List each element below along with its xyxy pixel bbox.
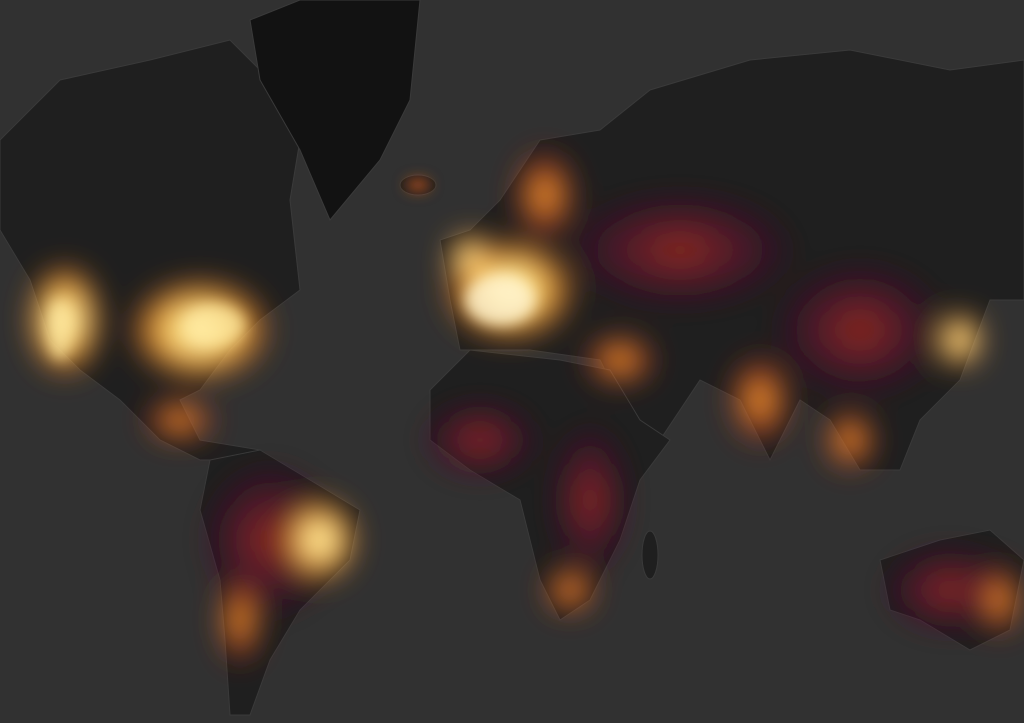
- heat-africa-west: [420, 400, 540, 480]
- heat-brazil: [280, 495, 360, 585]
- heat-south-africa: [540, 562, 600, 618]
- heat-india: [725, 350, 795, 450]
- heat-russia: [560, 190, 800, 310]
- hotspot-california: [48, 300, 72, 360]
- heat-middle-east: [580, 330, 660, 390]
- hotspot-iceland: [406, 179, 430, 191]
- hotspot-europe: [465, 275, 535, 325]
- greenland: [249, 0, 421, 221]
- heat-china: [770, 260, 950, 400]
- heat-argentina: [215, 570, 265, 670]
- heat-africa-east: [550, 420, 630, 580]
- heat-hotspots: [48, 179, 535, 360]
- madagascar: [641, 530, 659, 580]
- heat-se-asia: [820, 405, 880, 475]
- heat-australia-east: [975, 560, 1024, 640]
- heat-scandinavia: [510, 145, 580, 245]
- heat-central-america: [140, 395, 220, 445]
- hotspot-us: [185, 305, 245, 345]
- heat-uk: [445, 230, 495, 290]
- heat-japan: [935, 310, 985, 370]
